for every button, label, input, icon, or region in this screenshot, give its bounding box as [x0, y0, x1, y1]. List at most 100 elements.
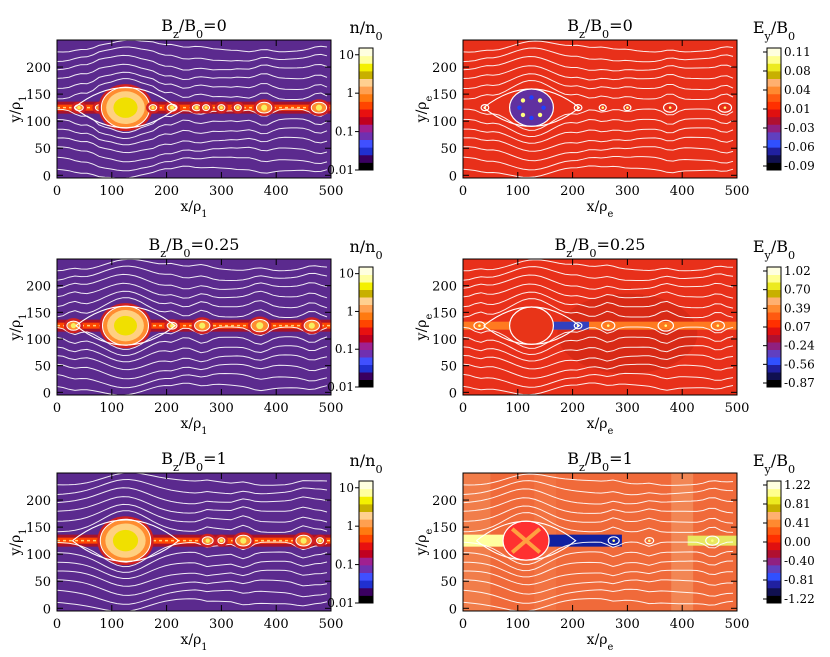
- island-center: [236, 106, 240, 110]
- x-tick-label: 0: [53, 617, 61, 632]
- field-line: [57, 40, 328, 53]
- colorbar-segment: [767, 557, 781, 566]
- colorbar-segment: [359, 282, 373, 290]
- colorbar-title: n/n0: [349, 451, 382, 476]
- colorbar-segment: [359, 357, 373, 365]
- colorbar-segment: [359, 116, 373, 125]
- y-tick-label: 0: [43, 386, 51, 401]
- colorbar-segment: [359, 147, 373, 156]
- colorbar-tick-label: 0.08: [784, 64, 811, 78]
- colorbar-tick-label: 0.04: [784, 83, 811, 97]
- island-center: [199, 322, 206, 329]
- colorbar-tick-label: 1: [346, 519, 354, 533]
- island-center: [113, 97, 138, 118]
- y-tick-label: 150: [432, 306, 457, 321]
- chart-panel-6: 0 100 200 300 400 500 0 50 100 150 200 Bz/B0=1 x/ρe y…: [414, 449, 815, 653]
- colorbar-segment: [767, 526, 781, 535]
- chart-title: Bz/B0=0: [161, 16, 227, 41]
- x-tick-label: 400: [264, 184, 289, 199]
- colorbar-tick-label: -0.24: [784, 339, 815, 353]
- colorbar-segment: [359, 154, 373, 163]
- colorbar-segment: [767, 78, 781, 87]
- magnetic-island: [710, 320, 725, 331]
- x-tick-label: 500: [725, 184, 750, 199]
- colorbar-segment: [359, 78, 373, 87]
- field-line: [463, 598, 734, 611]
- colorbar-tick-label: 0.00: [784, 535, 811, 549]
- plot-frame: [462, 472, 738, 612]
- colorbar: Ey/B0 1.22 0.81 0.41 0.00 -0.40 -0.81 -1.22: [753, 451, 815, 606]
- colorbar-segment: [359, 55, 373, 64]
- field-line: [463, 127, 734, 144]
- field-spot: [529, 115, 534, 121]
- colorbar-segment: [767, 496, 781, 505]
- y-tick-label: 100: [432, 115, 457, 130]
- current-sheet: [57, 537, 331, 544]
- colorbar-segment: [767, 349, 781, 358]
- colorbar-segment: [767, 519, 781, 528]
- magnetic-island: [573, 322, 583, 330]
- chart-panel-2: 0 100 200 300 400 500 0 50 100 150 200 Bz/B0=0 x/ρe y…: [414, 16, 815, 220]
- field-line: [57, 336, 328, 357]
- colorbar-tick-label: 0.07: [784, 320, 811, 334]
- colorbar-segment: [767, 147, 781, 156]
- field-line: [57, 598, 328, 611]
- colorbar-segment: [767, 116, 781, 125]
- field-spot: [537, 98, 543, 103]
- field-line: [57, 165, 328, 178]
- field-line: [463, 336, 734, 356]
- y-tick-label: 50: [34, 575, 51, 590]
- colorbar-title: Ey/B0: [753, 451, 795, 476]
- colorbar-segment: [767, 503, 781, 512]
- magnetic-island: [480, 104, 490, 112]
- field-line: [57, 265, 328, 282]
- x-axis-label: x/ρ1: [180, 199, 207, 220]
- y-tick-label: 100: [26, 548, 51, 563]
- colorbar-segment: [359, 139, 373, 148]
- field-line: [57, 118, 328, 140]
- field-line: [463, 266, 734, 281]
- colorbar-segment: [359, 496, 373, 505]
- colorbar-tick-label: 0.01: [327, 163, 354, 177]
- island-center: [113, 315, 138, 336]
- colorbar-segment: [767, 534, 781, 543]
- colorbar-tick-label: 1.22: [784, 478, 811, 492]
- colorbar-segment: [359, 503, 373, 512]
- colorbar-tick-label: -0.03: [784, 121, 815, 135]
- island-center: [151, 106, 155, 110]
- colorbar-segment: [359, 379, 373, 388]
- colorbar-segment: [767, 342, 781, 350]
- colorbar-segment: [359, 274, 373, 283]
- colorbar-tick-label: 0.01: [327, 380, 354, 394]
- colorbar-tick-label: 0.01: [327, 596, 354, 610]
- x-tick-label: 200: [560, 617, 585, 632]
- colorbar-segment: [359, 511, 373, 520]
- field-line: [57, 63, 328, 81]
- field-line: [463, 259, 734, 272]
- chart-title: Bz/B0=0.25: [149, 235, 240, 260]
- field-line: [463, 298, 734, 319]
- colorbar-segment: [767, 289, 781, 298]
- colorbar-tick-label: 0.1: [335, 342, 354, 356]
- field-line: [463, 79, 734, 100]
- y-tick-label: 200: [432, 61, 457, 76]
- y-tick-label: 200: [26, 494, 51, 509]
- x-tick-label: 100: [99, 617, 124, 632]
- island-x-pattern: [510, 527, 542, 554]
- x-tick-label: 300: [615, 184, 640, 199]
- colorbar-segment: [359, 63, 373, 72]
- colorbar-segment: [359, 86, 373, 95]
- field-line: [463, 560, 734, 578]
- y-axis-label: y/ρe: [414, 528, 435, 556]
- x-tick-label: 500: [319, 401, 344, 416]
- separatrix: [75, 305, 177, 346]
- x-tick-label: 0: [459, 401, 467, 416]
- field-line: [57, 127, 328, 146]
- colorbar-segment: [359, 534, 373, 543]
- colorbar-segment: [767, 274, 781, 283]
- colorbar-title: n/n0: [349, 237, 382, 262]
- colorbar-title: Ey/B0: [753, 237, 795, 262]
- field-line: [57, 259, 328, 272]
- colorbar-tick-label: 0.11: [784, 45, 811, 59]
- field-line: [57, 363, 328, 380]
